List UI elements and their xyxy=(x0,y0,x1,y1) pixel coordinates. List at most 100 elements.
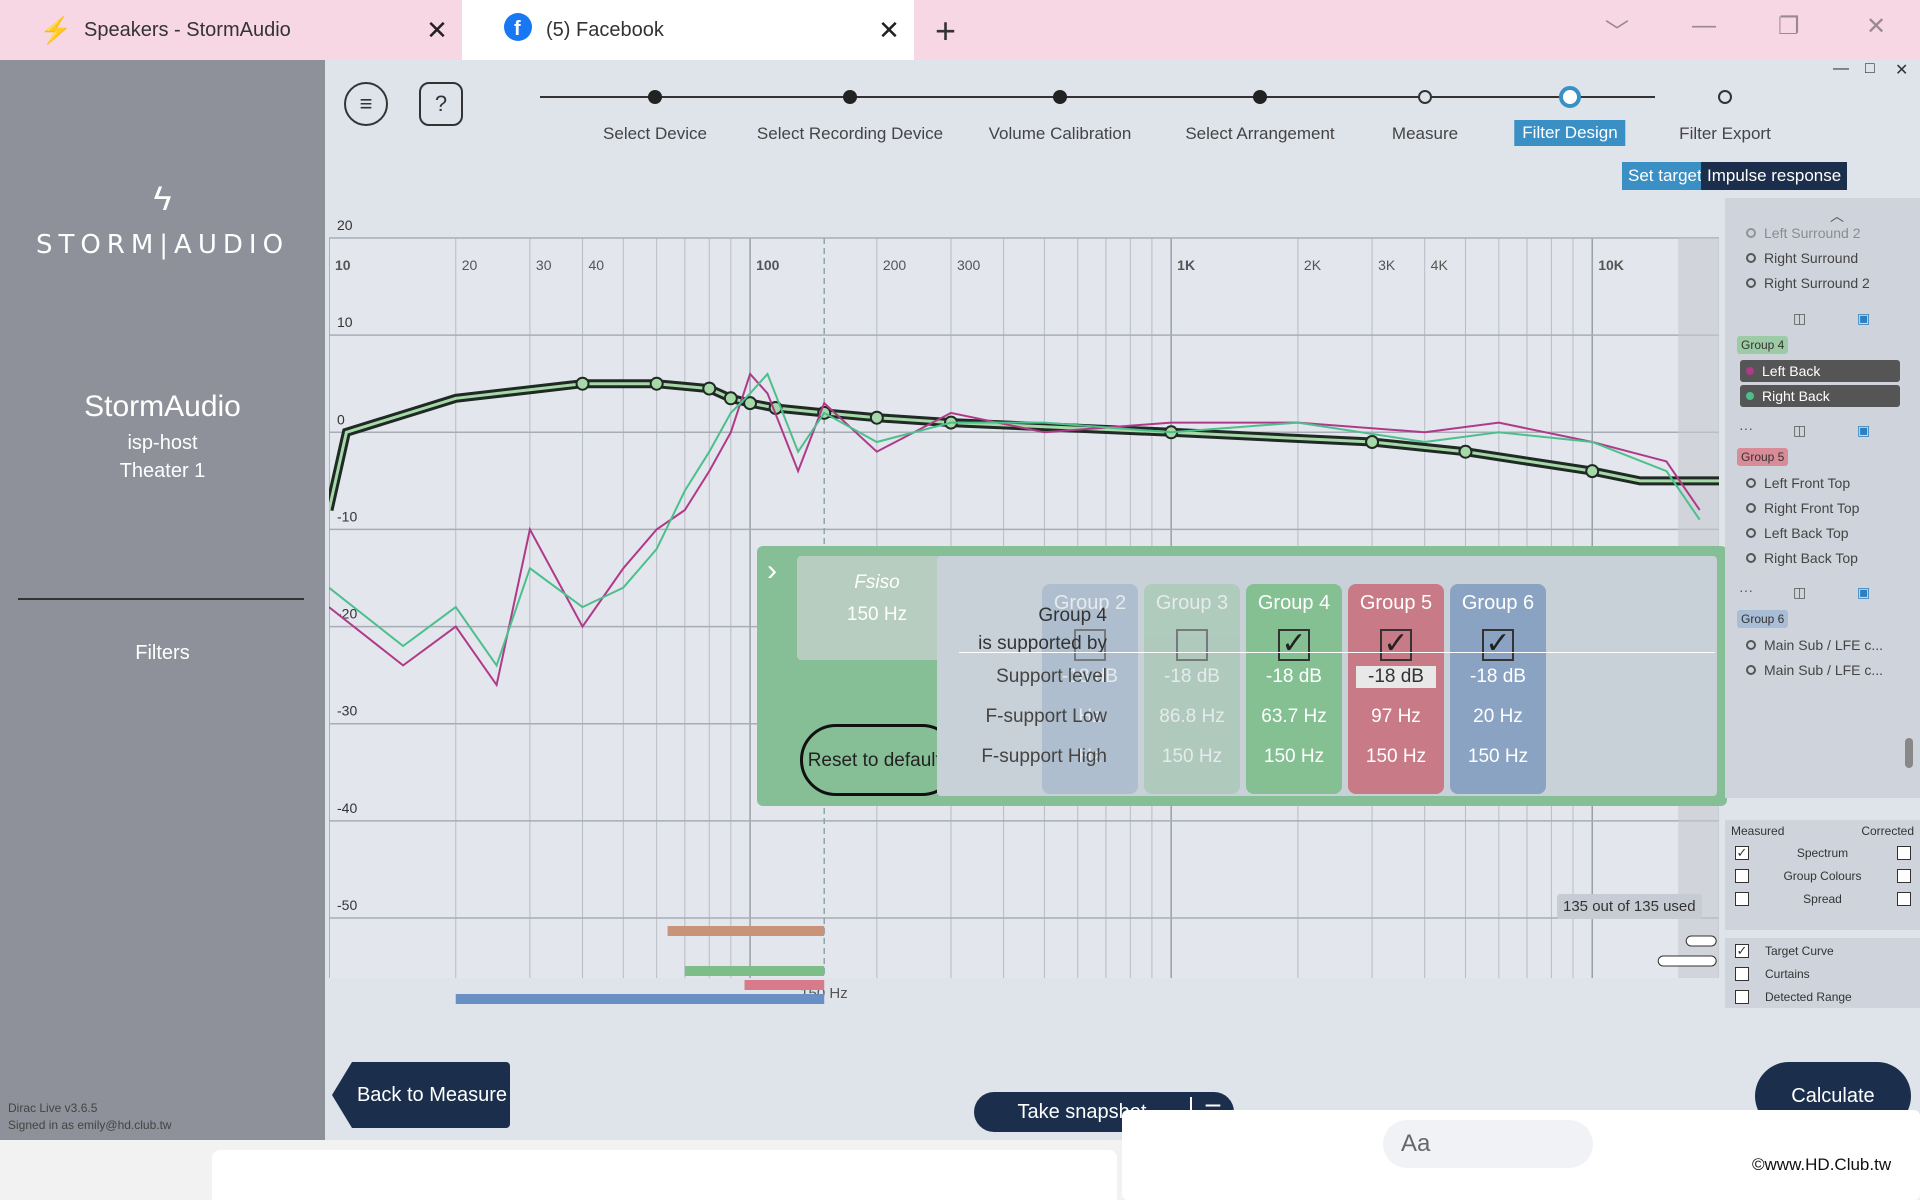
group-value-level[interactable]: -18 dB xyxy=(1062,666,1118,687)
channel-label: Right Front Top xyxy=(1764,500,1860,516)
menu-button[interactable]: ≡ xyxy=(344,82,388,126)
step-dot[interactable] xyxy=(1418,90,1432,104)
back-to-measure-button[interactable]: Back to Measure xyxy=(332,1062,510,1128)
tab-facebook[interactable]: f (5) Facebook ✕ xyxy=(462,0,914,60)
spread-measured-checkbox[interactable] xyxy=(1735,892,1749,906)
channel-item[interactable]: Left Back Top xyxy=(1740,522,1900,544)
support-checkbox[interactable]: ✓ xyxy=(1278,629,1310,661)
step-label[interactable]: Filter Export xyxy=(1679,124,1771,143)
channel-item-left-back[interactable]: Left Back xyxy=(1740,360,1900,382)
link-icon[interactable]: ◫ xyxy=(1793,310,1807,326)
step-dot[interactable] xyxy=(648,90,662,104)
spread-corrected-checkbox[interactable] xyxy=(1897,892,1911,906)
step-label[interactable]: Select Arrangement xyxy=(1185,124,1335,143)
channel-panel: ︿ Left Surround 2 Right Surround Right S… xyxy=(1725,198,1920,798)
step-dot[interactable] xyxy=(1718,90,1732,104)
channel-label: Left Back xyxy=(1762,363,1821,379)
target-curve-checkbox[interactable]: ✓ xyxy=(1735,943,1749,958)
channel-item[interactable]: Right Surround xyxy=(1740,247,1900,269)
y-tick-label: -10 xyxy=(337,508,357,524)
tab-stormaudio[interactable]: ⚡ Speakers - StormAudio ✕ xyxy=(0,0,462,60)
x-tick-label: 100 xyxy=(756,257,780,273)
step-label[interactable]: Select Device xyxy=(603,124,707,143)
step-dot[interactable] xyxy=(843,90,857,104)
wizard-progress-line xyxy=(540,96,1655,98)
group-toggle-icon[interactable]: ▣ xyxy=(1857,422,1871,438)
panel-scrollbar[interactable] xyxy=(1905,738,1913,768)
browser-tab-bar: ⚡ Speakers - StormAudio ✕ f (5) Facebook… xyxy=(0,0,1920,60)
set-target-button[interactable]: Set target xyxy=(1622,162,1708,190)
spectrum-corrected-checkbox[interactable] xyxy=(1897,846,1911,860)
channel-item[interactable]: Main Sub / LFE c... xyxy=(1740,659,1900,681)
chevron-up-icon[interactable]: ︿ xyxy=(1830,208,1844,224)
group-value-level[interactable]: -18 dB xyxy=(1470,666,1526,687)
message-input[interactable]: Aa xyxy=(1383,1120,1593,1168)
group-colours-measured-checkbox[interactable] xyxy=(1735,869,1749,883)
stormaudio-logo: STORM|AUDIO xyxy=(35,230,290,260)
radio-icon xyxy=(1746,253,1756,263)
device-name: StormAudio xyxy=(84,390,241,423)
group-toggle-icon[interactable]: ▣ xyxy=(1857,310,1871,326)
link-icon[interactable]: ◫ xyxy=(1793,584,1807,600)
support-checkbox[interactable]: ✓ xyxy=(1380,629,1412,661)
tab-title: (5) Facebook xyxy=(546,18,664,41)
channel-item-right-back[interactable]: Right Back xyxy=(1740,385,1900,407)
separator xyxy=(959,652,1715,653)
channel-item[interactable]: Main Sub / LFE c... xyxy=(1740,634,1900,656)
mini-maximize-icon[interactable]: □ xyxy=(1865,60,1875,77)
more-icon[interactable]: ··· xyxy=(1739,420,1753,436)
group-header: Group 6 xyxy=(1461,592,1535,614)
group-toggle-icon[interactable]: ▣ xyxy=(1857,584,1871,600)
mini-close-icon[interactable]: ✕ xyxy=(1895,62,1909,79)
group-header: Group 3 xyxy=(1155,592,1229,614)
reset-defaults-button[interactable]: Reset to defaults xyxy=(800,724,958,796)
support-title-sub: is supported by xyxy=(978,633,1107,654)
help-button[interactable]: ? xyxy=(419,82,463,126)
channel-item[interactable]: Left Front Top xyxy=(1740,472,1900,494)
close-tab-icon[interactable]: ✕ xyxy=(426,14,448,45)
channel-item[interactable]: Left Surround 2 xyxy=(1740,222,1900,244)
channel-item[interactable]: Right Back Top xyxy=(1740,547,1900,569)
detected-range-checkbox[interactable] xyxy=(1735,990,1749,1004)
row-support-level: Support level xyxy=(996,666,1107,687)
spectrum-measured-checkbox[interactable]: ✓ xyxy=(1735,845,1749,860)
close-window-icon[interactable]: ✕ xyxy=(1866,13,1887,40)
group-value-level[interactable]: -18 dB xyxy=(1266,666,1322,687)
x-tick-label: 10K xyxy=(1598,257,1624,273)
mini-minimize-icon[interactable]: — xyxy=(1833,60,1849,77)
support-checkbox[interactable] xyxy=(1176,629,1208,661)
step-dot[interactable] xyxy=(1053,90,1067,104)
step-label[interactable]: Measure xyxy=(1391,124,1459,143)
channel-item[interactable]: Right Front Top xyxy=(1740,497,1900,519)
close-tab-icon[interactable]: ✕ xyxy=(878,14,900,45)
new-tab-icon[interactable]: + xyxy=(935,10,957,51)
link-icon[interactable]: ◫ xyxy=(1793,422,1807,438)
step-dot[interactable] xyxy=(1559,86,1581,108)
chevron-right-icon[interactable]: › xyxy=(767,554,777,587)
restore-icon[interactable]: ❐ xyxy=(1778,13,1800,40)
sidebar-divider xyxy=(18,598,304,600)
step-label[interactable]: Select Recording Device xyxy=(756,124,944,143)
support-checkbox[interactable]: ✓ xyxy=(1482,629,1514,661)
sidebar-item-filters[interactable]: Filters xyxy=(135,642,190,664)
y-tick-label: -50 xyxy=(337,897,357,913)
target-control-point xyxy=(743,396,758,411)
svg-text:f: f xyxy=(514,18,521,40)
minimize-icon[interactable]: — xyxy=(1692,12,1716,39)
step-dot[interactable] xyxy=(1253,90,1267,104)
more-icon[interactable]: ··· xyxy=(1739,582,1753,598)
group-value-level[interactable]: -18 dB xyxy=(1356,666,1436,688)
impulse-response-button[interactable]: Impulse response xyxy=(1701,162,1848,190)
curtains-checkbox[interactable] xyxy=(1735,967,1749,981)
step-label[interactable]: Volume Calibration xyxy=(988,124,1132,143)
main-area: ≡ ? — □ ✕ Select Device Select Recording … xyxy=(325,60,1920,1140)
support-checkbox[interactable] xyxy=(1074,629,1106,661)
group-value-level[interactable]: -18 dB xyxy=(1164,666,1220,687)
x-tick-label: 2K xyxy=(1304,257,1322,273)
row-fsupport-high: F-support High xyxy=(981,746,1107,767)
step-label[interactable]: Filter Design xyxy=(1514,120,1626,146)
group-colours-corrected-checkbox[interactable] xyxy=(1897,869,1911,883)
channel-item[interactable]: Right Surround 2 xyxy=(1740,272,1900,294)
tab-list-icon[interactable]: ﹀ xyxy=(1605,19,1629,46)
x-tick-label: 200 xyxy=(883,257,907,273)
